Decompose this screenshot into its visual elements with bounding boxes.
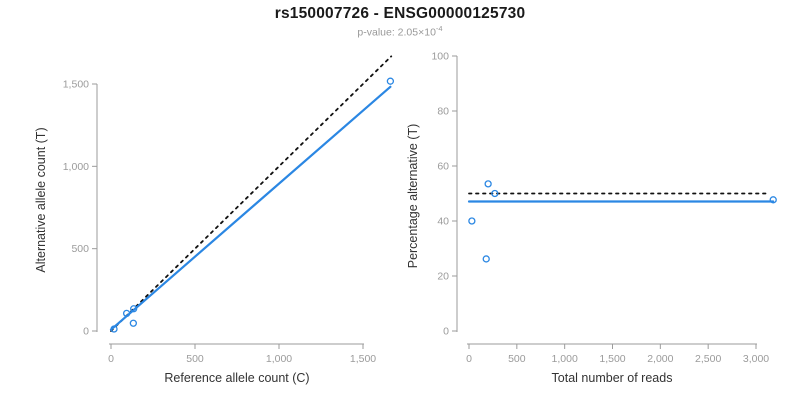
counts-plot-x-tick-label: 1,500 bbox=[350, 353, 376, 365]
percentage-plot-data-point bbox=[468, 217, 476, 225]
counts-plot-y-axis-title: Alternative allele count (T) bbox=[34, 127, 48, 272]
counts-plot-y-tick-label: 500 bbox=[71, 243, 89, 255]
percentage-plot-y-tick-label: 80 bbox=[437, 106, 449, 118]
counts-plot-identity-line bbox=[110, 55, 393, 332]
figure-title: rs150007726 - ENSG00000125730 bbox=[274, 5, 526, 22]
pvalue-exponent: -4 bbox=[435, 24, 443, 33]
counts-plot-data-point bbox=[110, 325, 118, 333]
percentage-plot-y-axis-title: Percentage alternative (T) bbox=[406, 124, 420, 269]
counts-plot-y-tick-label: 0 bbox=[83, 326, 89, 338]
percentage-plot-x-tick-label: 1,000 bbox=[552, 353, 578, 365]
percentage-plot-data-point bbox=[482, 255, 490, 263]
percentage-plot-x-tick-label: 2,000 bbox=[647, 353, 673, 365]
counts-plot-x-tick-label: 1,000 bbox=[266, 353, 292, 365]
percentage-plot-x-tick-label: 3,000 bbox=[743, 353, 769, 365]
percentage-plot-y-tick-label: 20 bbox=[437, 271, 449, 283]
counts-plot-fit-line bbox=[109, 85, 392, 331]
counts-plot-data-point bbox=[129, 319, 137, 327]
percentage-plot-y-tick-label: 100 bbox=[431, 51, 449, 63]
counts-plot-y-tick-label: 1,500 bbox=[63, 79, 89, 91]
percentage-plot-data-point bbox=[484, 180, 492, 188]
percentage-plot-x-tick-label: 500 bbox=[508, 353, 526, 365]
counts-plot-x-tick-label: 0 bbox=[108, 353, 114, 365]
counts-plot-data-point bbox=[122, 309, 131, 318]
percentage-plot-data-point bbox=[491, 189, 499, 198]
percentage-plot-x-tick-label: 0 bbox=[466, 353, 472, 365]
pvalue-text: p-value: 2.05×10 bbox=[357, 26, 436, 39]
percentage-plot-y-tick-label: 60 bbox=[437, 161, 449, 173]
percentage-plot-x-axis-title: Total number of reads bbox=[552, 371, 673, 385]
counts-plot-y-tick-label: 1,000 bbox=[63, 161, 89, 173]
percentage-plot-y-tick-label: 0 bbox=[443, 326, 449, 338]
counts-plot-x-tick-label: 500 bbox=[186, 353, 204, 365]
percentage-plot-y-tick-label: 40 bbox=[437, 216, 449, 228]
percentage-plot-x-tick-label: 2,500 bbox=[695, 353, 721, 365]
figure-subtitle: p-value: 2.05×10-4 bbox=[0, 24, 800, 39]
counts-plot-data-point bbox=[130, 305, 138, 313]
percentage-plot-x-tick-label: 1,500 bbox=[599, 353, 625, 365]
counts-plot-x-axis-title: Reference allele count (C) bbox=[164, 371, 309, 385]
percentage-plot-data-point bbox=[769, 196, 777, 204]
counts-plot-data-point bbox=[386, 77, 395, 85]
